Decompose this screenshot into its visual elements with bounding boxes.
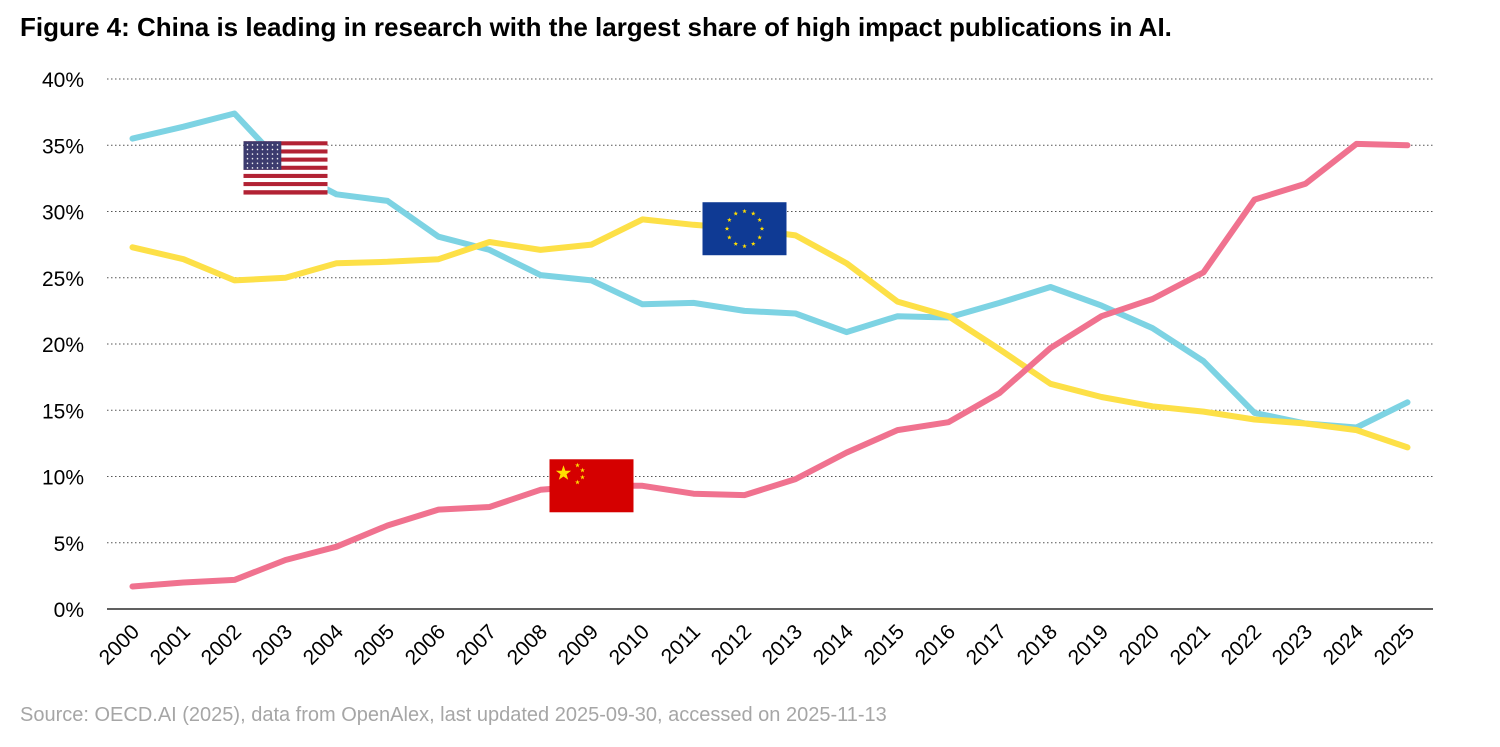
x-tick-label: 2015 [860,620,909,669]
y-tick-label: 30% [42,202,84,225]
y-tick-label: 20% [42,334,84,357]
us-flag-icon [243,141,328,195]
x-tick-label: 2016 [911,620,960,669]
y-tick-label: 35% [42,135,84,158]
y-tick-label: 25% [42,268,84,291]
grid-lines [107,78,1433,544]
y-tick-label: 40% [42,69,84,92]
x-tick-label: 2009 [554,620,603,669]
x-tick-label: 2020 [1115,620,1164,669]
line-chart: 0%5%10%15%20%25%30%35%40% 2000 2001 2002 20… [42,69,1433,670]
x-tick-label: 2018 [1013,620,1062,669]
x-tick-label: 2004 [299,620,349,670]
y-axis-ticks: 0% 5% 10% 15% 20% 25% 30% 35% 40% [42,69,84,622]
x-tick-label: 2005 [350,620,399,669]
x-tick-label: 2000 [95,620,144,669]
y-tick-label: 10% [42,467,84,490]
series-flags [243,141,787,513]
x-tick-label: 2025 [1370,620,1419,669]
x-tick-label: 2007 [452,620,501,669]
y-tick-label: 5% [54,533,84,556]
x-tick-label: 2014 [809,620,859,670]
x-tick-label: 2024 [1319,620,1369,670]
x-tick-label: 2010 [605,620,654,669]
x-tick-label: 2021 [1166,620,1215,669]
eu-flag-icon [702,202,787,256]
x-tick-label: 2006 [401,620,450,669]
y-tick-label: 15% [42,400,84,423]
x-tick-label: 2012 [707,620,756,669]
x-tick-label: 2002 [197,620,246,669]
x-tick-label: 2001 [146,620,195,669]
x-tick-label: 2017 [962,620,1011,669]
china-flag-icon [549,459,634,513]
x-axis-ticks: 2000 2001 2002 2003 2004 2005 2006 2007 2008 2009… [95,620,1419,670]
x-tick-label: 2022 [1217,620,1266,669]
chart-title: Figure 4: China is leading in research w… [20,12,1172,42]
x-tick-label: 2011 [657,620,705,668]
y-tick-label: 0% [54,599,84,622]
series-line-china [129,140,1411,590]
x-tick-label: 2019 [1064,620,1113,669]
source-note: Source: OECD.AI (2025), data from OpenAl… [20,704,887,726]
x-tick-label: 2008 [503,620,552,669]
x-tick-label: 2023 [1268,620,1317,669]
series-line-united-states [129,110,1411,431]
x-tick-label: 2013 [758,620,807,669]
x-tick-label: 2003 [248,620,297,669]
